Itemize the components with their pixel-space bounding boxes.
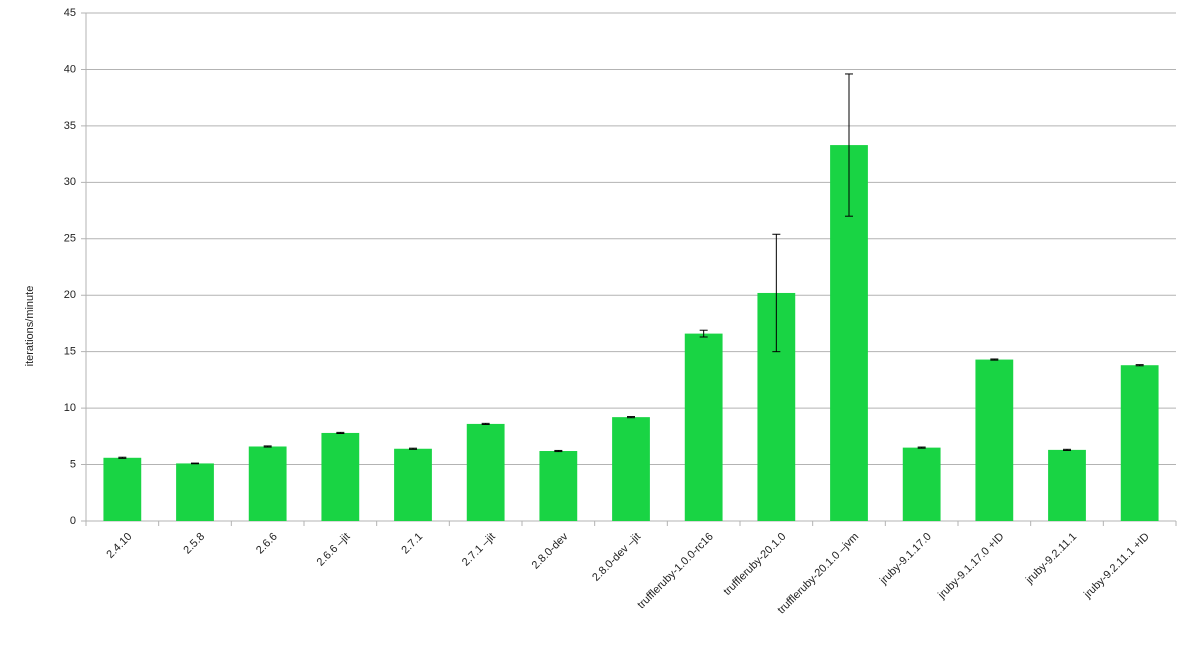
x-tick-label: truffleruby-20.1.0 –jvm xyxy=(775,531,861,617)
bar xyxy=(612,417,650,521)
x-tick-label: truffleruby-20.1.0 xyxy=(721,531,788,598)
bar xyxy=(684,333,723,521)
x-tick-label: 2.6.6 xyxy=(254,531,280,557)
bar xyxy=(394,448,432,521)
x-tick-label: jruby-9.2.11.1 xyxy=(1023,531,1079,587)
bar xyxy=(321,432,360,521)
x-tick-label: truffleruby-1.0.0-rc16 xyxy=(635,531,716,612)
x-tick-label: jruby-9.1.17.0 xyxy=(877,531,934,588)
y-tick-label: 25 xyxy=(64,233,76,245)
y-axis-label: iterations/minute xyxy=(24,286,36,367)
y-tick-label: 0 xyxy=(70,515,76,527)
bar xyxy=(103,457,142,521)
bar xyxy=(248,446,287,521)
y-tick-label: 45 xyxy=(64,7,76,19)
y-tick-label: 30 xyxy=(64,176,76,188)
bar xyxy=(466,423,505,521)
y-tick-label: 10 xyxy=(64,402,76,414)
x-tick-label: jruby-9.2.11.1 +ID xyxy=(1081,531,1152,602)
y-tick-label: 40 xyxy=(64,63,76,75)
bar xyxy=(902,447,941,521)
y-tick-label: 35 xyxy=(64,120,76,132)
bar xyxy=(1120,365,1159,521)
y-tick-label: 15 xyxy=(64,346,76,358)
y-tick-label: 20 xyxy=(64,289,76,301)
bar xyxy=(975,359,1014,521)
y-tick-label: 5 xyxy=(70,458,76,470)
x-tick-label: 2.4.10 xyxy=(104,531,134,561)
x-tick-label: 2.6.6 –jit xyxy=(315,531,353,569)
bar xyxy=(1048,449,1086,521)
x-tick-label: 2.8.0-dev xyxy=(530,530,571,571)
x-tick-label: 2.7.1 –jit xyxy=(460,531,498,569)
x-tick-label: jruby-9.1.17.0 +ID xyxy=(935,531,1006,602)
bar xyxy=(539,451,578,521)
x-tick-label: 2.8.0-dev –jit xyxy=(590,531,643,584)
bar xyxy=(176,463,214,521)
x-tick-label: 2.5.8 xyxy=(181,531,207,557)
x-tick-label: 2.7.1 xyxy=(399,531,425,557)
